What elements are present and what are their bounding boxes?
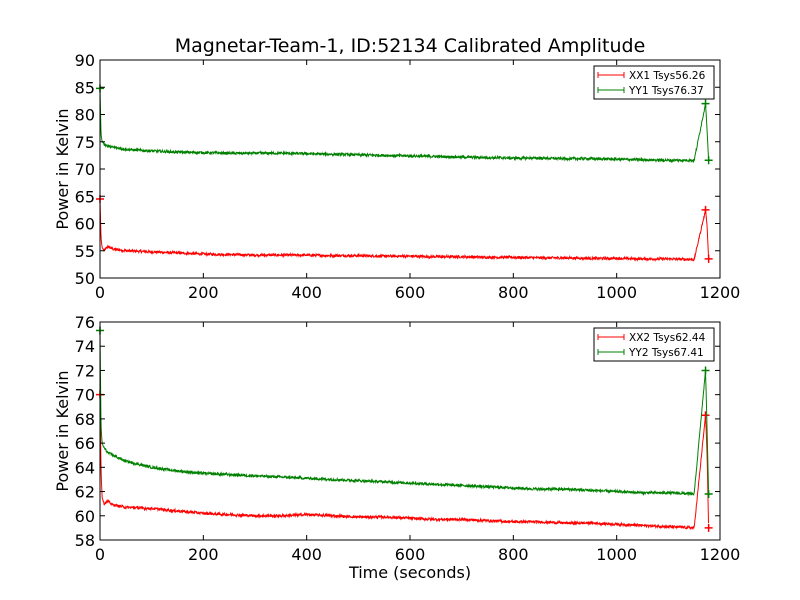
x-tick-label: 1200: [700, 283, 741, 302]
y-axis-label: Power in Kelvin: [53, 108, 72, 229]
y-tick-label: 70: [75, 386, 95, 405]
y-tick-label: 74: [75, 337, 95, 356]
y-tick-label: 64: [75, 458, 95, 477]
x-tick-label: 600: [395, 545, 426, 564]
y-tick-label: 58: [75, 531, 95, 550]
x-tick-label: 200: [188, 283, 219, 302]
series-marker-2-2-2: [701, 366, 710, 375]
legend-marker: [597, 87, 625, 93]
series-line-2-2: [100, 330, 709, 497]
legend: XX1 Tsys56.26 YY1 Tsys76.37: [593, 65, 715, 100]
legend-label: YY1 Tsys76.37: [628, 85, 704, 97]
y-axis-label: Power in Kelvin: [53, 370, 72, 491]
legend: XX2 Tsys62.44 YY2 Tsys67.41: [593, 327, 715, 362]
legend-box: [593, 327, 715, 362]
x-tick-label: 0: [95, 545, 105, 564]
y-tick-label: 75: [75, 133, 95, 152]
y-tick-label: 72: [75, 361, 95, 380]
y-tick-label: 70: [75, 160, 95, 179]
series-marker-1-1-3: [704, 254, 713, 263]
y-tick-label: 60: [75, 215, 95, 234]
series-line-2-1: [100, 394, 709, 531]
y-tick-label: 65: [75, 187, 95, 206]
x-tick-label: 800: [498, 545, 529, 564]
legend-label: XX2 Tsys62.44: [629, 332, 706, 344]
series-marker-2-1-2: [701, 411, 710, 420]
series-marker-2-1-3: [704, 523, 713, 532]
legend-label: YY2 Tsys67.41: [628, 347, 704, 359]
y-tick-label: 66: [75, 434, 95, 453]
series-line-1-2: [100, 88, 709, 164]
series-marker-1-2-3: [704, 156, 713, 165]
y-tick-label: 68: [75, 410, 95, 429]
legend-marker: [597, 334, 625, 340]
x-tick-label: 1200: [700, 545, 741, 564]
x-tick-label: 0: [95, 283, 105, 302]
x-tick-label: 1000: [596, 283, 637, 302]
x-tick-label: 200: [188, 545, 219, 564]
x-tick-label: 600: [395, 283, 426, 302]
y-tick-label: 60: [75, 507, 95, 526]
legend-marker: [597, 349, 625, 355]
chart-panel-1: 0 200 400 600 800 1000 1200 50 55 60 65 70 75 80 85 90 P…: [53, 51, 740, 302]
x-tick-label: 400: [291, 283, 322, 302]
legend-label: XX1 Tsys56.26: [629, 70, 706, 82]
series-marker-2-2-3: [704, 489, 713, 498]
chart-title: Magnetar-Team-1, ID:52134 Calibrated Amp…: [175, 35, 646, 57]
y-tick-label: 85: [75, 78, 95, 97]
legend-marker: [597, 72, 625, 78]
x-tick-label: 400: [291, 545, 322, 564]
y-tick-label: 62: [75, 483, 95, 502]
series-line-1-1: [100, 198, 709, 262]
series-marker-1-1-2: [701, 205, 710, 214]
chart-panel-2: 0 200 400 600 800 1000 1200 58 60 62 64 66 68 70 72 74 7…: [53, 313, 740, 582]
series-marker-1-2-2: [701, 99, 710, 108]
y-tick-label: 50: [75, 269, 95, 288]
legend-box: [593, 65, 715, 100]
x-tick-label: 1000: [596, 545, 637, 564]
y-tick-label: 80: [75, 106, 95, 125]
y-tick-label: 90: [75, 51, 95, 70]
y-tick-label: 55: [75, 242, 95, 261]
x-tick-label: 800: [498, 283, 529, 302]
y-tick-label: 76: [75, 313, 95, 332]
x-axis-label: Time (seconds): [348, 563, 471, 582]
